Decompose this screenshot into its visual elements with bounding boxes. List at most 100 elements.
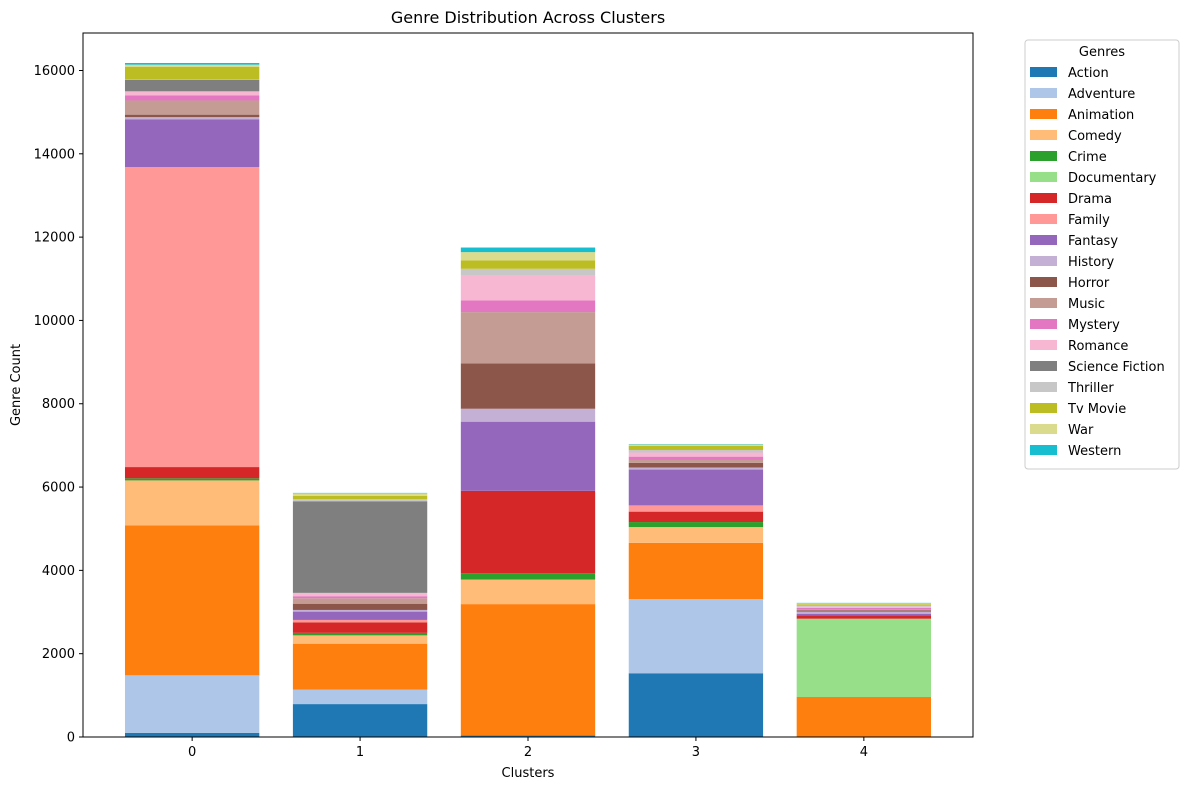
bar-segment-crime-cluster-2 [460, 573, 596, 580]
legend-swatch [1030, 109, 1057, 119]
bar-segment-crime-cluster-1 [292, 632, 428, 636]
y-tick-label: 0 [67, 731, 75, 746]
legend-swatch [1030, 382, 1057, 392]
bar-segment-fantasy-cluster-1 [292, 611, 428, 620]
bar-segment-adventure-cluster-3 [628, 599, 764, 674]
y-tick-label: 2000 [42, 647, 75, 662]
legend-swatch [1030, 403, 1057, 413]
bar-segment-documentary-cluster-4 [796, 618, 932, 698]
bar-segment-animation-cluster-2 [460, 604, 596, 736]
bar-segment-horror-cluster-0 [124, 114, 260, 118]
bar-segment-comedy-cluster-3 [628, 527, 764, 543]
bar-segment-thriller-cluster-2 [460, 268, 596, 276]
legend-swatch [1030, 277, 1057, 287]
bar-segment-music-cluster-0 [124, 100, 260, 115]
bar-segment-science-fiction-cluster-0 [124, 79, 260, 92]
bar-segment-music-cluster-2 [460, 312, 596, 364]
legend-label: Family [1068, 213, 1110, 228]
bar-segment-adventure-cluster-1 [292, 689, 428, 705]
bar-segment-action-cluster-2 [460, 735, 596, 737]
legend-label: War [1068, 423, 1094, 438]
bar-segment-comedy-cluster-1 [292, 635, 428, 644]
legend-label: Music [1068, 297, 1105, 312]
bar-segment-family-cluster-0 [124, 167, 260, 468]
legend-label: Drama [1068, 192, 1112, 207]
bars-group [124, 62, 932, 737]
legend-box [1024, 39, 1180, 470]
y-tick-label: 8000 [42, 397, 75, 412]
legend: Genres Action Adventure Animation Comedy Crim… [1024, 39, 1180, 470]
bar-segment-family-cluster-1 [292, 619, 428, 623]
bar-segment-animation-cluster-1 [292, 643, 428, 690]
bar-segment-music-cluster-1 [292, 598, 428, 604]
legend-swatch [1030, 88, 1057, 98]
bar-segment-music-cluster-4 [796, 609, 932, 611]
bar-segment-tv-movie-cluster-3 [628, 445, 764, 450]
bar-segment-crime-cluster-0 [124, 478, 260, 481]
bar-segment-fantasy-cluster-0 [124, 119, 260, 168]
y-tick-label: 16000 [34, 64, 75, 79]
legend-label: Mystery [1068, 318, 1120, 333]
bar-segment-horror-cluster-3 [628, 462, 764, 468]
bar-segment-romance-cluster-1 [292, 592, 428, 597]
bar-segment-drama-cluster-1 [292, 622, 428, 633]
legend-swatch [1030, 361, 1057, 371]
y-tick-label: 14000 [34, 147, 75, 162]
bar-segment-science-fiction-cluster-1 [292, 501, 428, 593]
bar-segment-history-cluster-3 [628, 467, 764, 470]
bar-segment-war-cluster-1 [292, 493, 428, 496]
bar-segment-horror-cluster-4 [796, 610, 932, 612]
bar-segment-mystery-cluster-2 [460, 300, 596, 313]
legend-swatch [1030, 130, 1057, 140]
legend-label: Western [1068, 444, 1121, 459]
legend-label: Fantasy [1068, 234, 1118, 249]
bar-segment-war-cluster-4 [796, 603, 932, 605]
bar-segment-fantasy-cluster-3 [628, 469, 764, 506]
bar-segment-tv-movie-cluster-1 [292, 495, 428, 500]
legend-swatch [1030, 424, 1057, 434]
legend-label: Thriller [1067, 381, 1114, 396]
bar-segment-music-cluster-3 [628, 459, 764, 463]
bar-segment-fantasy-cluster-2 [460, 421, 596, 491]
bar-segment-horror-cluster-2 [460, 363, 596, 409]
legend-swatch [1030, 319, 1057, 329]
x-tick-label: 1 [356, 745, 364, 760]
legend-label: Action [1068, 66, 1109, 81]
legend-swatch [1030, 151, 1057, 161]
bar-segment-western-cluster-2 [460, 247, 596, 253]
bar-segment-animation-cluster-4 [796, 697, 932, 737]
bar-segment-drama-cluster-2 [460, 490, 596, 574]
bar-segment-mystery-cluster-3 [628, 456, 764, 460]
axes-group: 0 2000 4000 6000 8000 10000 12000 14000 16000 0 1 2… [34, 32, 974, 760]
legend-swatch [1030, 445, 1057, 455]
legend-label: Romance [1068, 339, 1128, 354]
bar-segment-fantasy-cluster-4 [796, 613, 932, 616]
legend-swatch [1030, 340, 1057, 350]
chart-title: Genre Distribution Across Clusters [391, 8, 665, 27]
bar-segment-thriller-cluster-3 [628, 449, 764, 453]
x-tick-label: 0 [188, 745, 196, 760]
bar-segment-comedy-cluster-2 [460, 579, 596, 605]
bar-segment-history-cluster-4 [796, 611, 932, 614]
bar-segment-war-cluster-0 [124, 64, 260, 67]
x-axis-label: Clusters [502, 766, 555, 781]
legend-swatch [1030, 193, 1057, 203]
x-tick-label: 3 [692, 745, 700, 760]
bar-segment-western-cluster-0 [124, 62, 260, 65]
bar-segment-action-cluster-1 [292, 704, 428, 737]
bar-segment-mystery-cluster-0 [124, 95, 260, 101]
bar-segment-horror-cluster-1 [292, 603, 428, 610]
bar-segment-romance-cluster-0 [124, 91, 260, 96]
legend-label: Tv Movie [1067, 402, 1126, 417]
bar-segment-animation-cluster-3 [628, 542, 764, 600]
legend-swatch [1030, 214, 1057, 224]
bar-segment-action-cluster-0 [124, 732, 260, 737]
bar-segment-tv-movie-cluster-4 [796, 604, 932, 606]
bar-segment-romance-cluster-4 [796, 606, 932, 608]
bar-segment-crime-cluster-3 [628, 522, 764, 528]
legend-label: Animation [1068, 108, 1134, 123]
bar-segment-tv-movie-cluster-2 [460, 260, 596, 269]
bar-segment-thriller-cluster-4 [796, 605, 932, 607]
bar-segment-mystery-cluster-4 [796, 607, 932, 610]
